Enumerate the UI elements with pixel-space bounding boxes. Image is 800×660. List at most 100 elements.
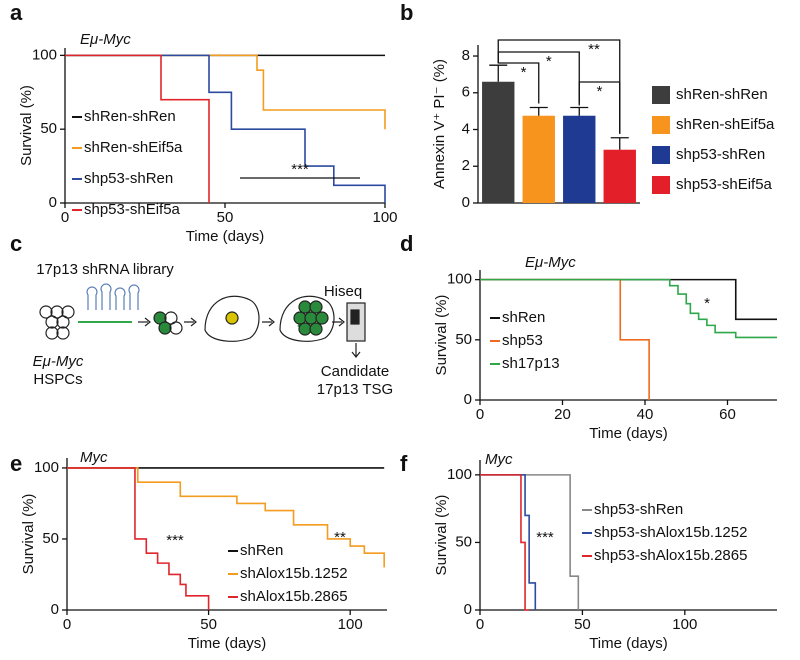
legend-label: shRen [240, 542, 283, 559]
x-tick-label: 50 [574, 616, 591, 633]
x-tick-label: 100 [338, 616, 363, 633]
annotation: *** [166, 532, 184, 549]
legend-label: shp53-shRen [676, 146, 765, 163]
y-tick-label: 8 [462, 47, 470, 64]
panel-letter: b [400, 0, 413, 25]
y-tick-label: 2 [462, 157, 470, 174]
diagram-label: 17p13 shRNA library [36, 261, 174, 278]
x-tick-label: 20 [554, 406, 571, 423]
diagram-label: Hiseq [324, 283, 362, 300]
x-tick-label: 100 [672, 616, 697, 633]
chart-title: Eμ-Myc [80, 31, 131, 48]
survival-curve [65, 54, 386, 130]
bracket [578, 81, 621, 134]
survival-curve [480, 474, 537, 610]
survival-curve [65, 54, 210, 203]
annotation: * [597, 83, 603, 100]
diagram-label: 17p13 TSG [317, 381, 393, 398]
annotation: * [704, 295, 710, 312]
survival-curve [67, 467, 385, 568]
annotation: *** [536, 529, 554, 546]
y-tick-label: 0 [462, 194, 470, 211]
bar [482, 81, 515, 203]
infected-cells [153, 311, 183, 335]
hairpins [86, 283, 140, 310]
error-bar [570, 106, 589, 116]
x-tick-label: 0 [476, 616, 484, 633]
legend-label: shp53-shRen [594, 501, 683, 518]
y-tick-label: 50 [455, 533, 472, 550]
annotation: *** [291, 161, 309, 178]
legend-label: shAlox15b.1252 [240, 565, 348, 582]
y-tick-label: 50 [42, 530, 59, 547]
legend-label: shRen-shRen [84, 108, 176, 125]
survival-curve [480, 474, 580, 610]
cells [39, 305, 75, 340]
legend-label: shRen-shRen [676, 86, 768, 103]
x-tick-label: 0 [476, 406, 484, 423]
x-axis-label: Time (days) [188, 635, 267, 652]
survival-curve [480, 474, 530, 611]
legend-label: shp53-shRen [84, 170, 173, 187]
y-axis-label: Survival (%) [433, 495, 450, 576]
survival-curve [65, 54, 386, 203]
x-tick-label: 50 [217, 209, 234, 226]
y-tick-label: 100 [32, 46, 57, 63]
y-tick-label: 4 [462, 120, 470, 137]
y-axis-label: Survival (%) [18, 85, 35, 166]
legend-swatch [652, 86, 670, 104]
panel-letter: f [400, 451, 408, 476]
diagram-label: Eμ-Myc [33, 353, 84, 370]
legend-label: shp53-shAlox15b.1252 [594, 524, 747, 541]
bar [563, 115, 596, 203]
survival-curve [67, 467, 210, 610]
x-tick-label: 0 [61, 209, 69, 226]
legend-swatch [652, 146, 670, 164]
legend-label: sh17p13 [502, 355, 560, 372]
annotation: * [521, 64, 527, 81]
tumor [293, 300, 329, 336]
diagram-label: Candidate [321, 363, 389, 380]
x-tick-label: 40 [637, 406, 654, 423]
chart-title: Myc [80, 449, 108, 466]
diagram-label: HSPCs [33, 371, 82, 388]
y-axis-label: Survival (%) [433, 295, 450, 376]
panel-letter: a [10, 0, 23, 25]
legend-label: shp53 [502, 332, 543, 349]
x-tick-label: 60 [719, 406, 736, 423]
chart-title: Eμ-Myc [525, 254, 576, 271]
y-tick-label: 0 [49, 194, 57, 211]
y-tick-label: 100 [447, 271, 472, 288]
x-tick-label: 100 [372, 209, 397, 226]
annotation: * [546, 53, 552, 70]
y-tick-label: 0 [464, 601, 472, 618]
y-tick-label: 100 [447, 466, 472, 483]
error-bar [489, 64, 508, 82]
mouse [204, 295, 260, 342]
panel-letter: e [10, 451, 22, 476]
annotation: ** [334, 529, 346, 546]
y-tick-label: 6 [462, 84, 470, 101]
bar [522, 115, 555, 203]
legend-label: shp53-shEif5a [676, 176, 773, 193]
x-tick-label: 50 [200, 616, 217, 633]
chart-title: Myc [485, 451, 513, 468]
diagram-art [39, 283, 366, 358]
y-tick-label: 50 [455, 331, 472, 348]
bar [603, 149, 636, 203]
legend-swatch [652, 176, 670, 194]
y-tick-label: 100 [34, 459, 59, 476]
panel-letter: d [400, 231, 413, 256]
legend-label: shp53-shEif5a [84, 201, 181, 218]
error-bar [529, 106, 548, 116]
error-bar [610, 137, 629, 150]
survival-curve [480, 278, 777, 339]
mouse-2 [279, 295, 335, 342]
y-tick-label: 0 [51, 601, 59, 618]
legend-label: shAlox15b.2865 [240, 588, 348, 605]
y-tick-label: 0 [464, 391, 472, 408]
x-axis-label: Time (days) [186, 228, 265, 245]
annotation: ** [588, 41, 600, 58]
legend-swatch [652, 116, 670, 134]
